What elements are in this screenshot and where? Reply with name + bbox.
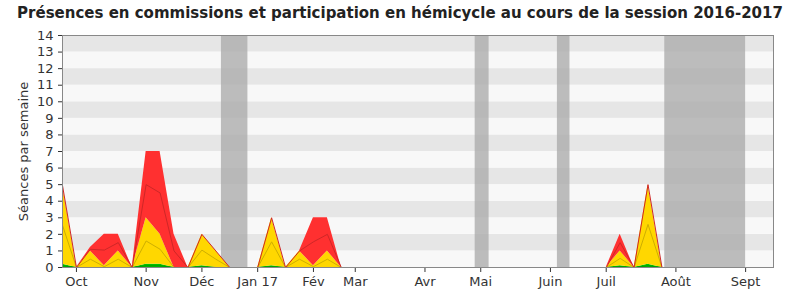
svg-text:4: 4 [45,193,53,208]
svg-text:2: 2 [45,227,53,242]
svg-text:Sept: Sept [731,274,761,289]
svg-text:Déc: Déc [189,274,214,289]
svg-text:Avr: Avr [414,274,436,289]
svg-text:Oct: Oct [65,274,87,289]
html-text:Présences en commissions et pa: Présences en commissions et participatio… [17,4,783,22]
svg-text:Mar: Mar [343,274,368,289]
svg-text:8: 8 [45,127,53,142]
svg-text:11: 11 [37,77,54,92]
svg-text:Nov: Nov [133,274,159,289]
svg-text:5: 5 [45,177,53,192]
svg-text:9: 9 [45,111,53,126]
svg-text:Mai: Mai [469,274,492,289]
svg-text:Juin: Juin [537,274,562,289]
svg-text:1: 1 [45,243,53,258]
svg-text:Séances par semaine: Séances par semaine [16,82,31,221]
svg-text:10: 10 [37,94,54,109]
svg-text:Fév: Fév [302,274,325,289]
svg-text:6: 6 [45,160,53,175]
svg-text:13: 13 [37,44,54,59]
svg-text:Juil: Juil [596,274,616,289]
svg-text:Jan 17: Jan 17 [236,274,278,289]
svg-text:3: 3 [45,210,53,225]
svg-text:14: 14 [37,28,54,43]
svg-text:7: 7 [45,144,53,159]
svg-text:0: 0 [45,260,53,275]
svg-text:12: 12 [37,61,54,76]
svg-text:Août: Août [661,274,691,289]
